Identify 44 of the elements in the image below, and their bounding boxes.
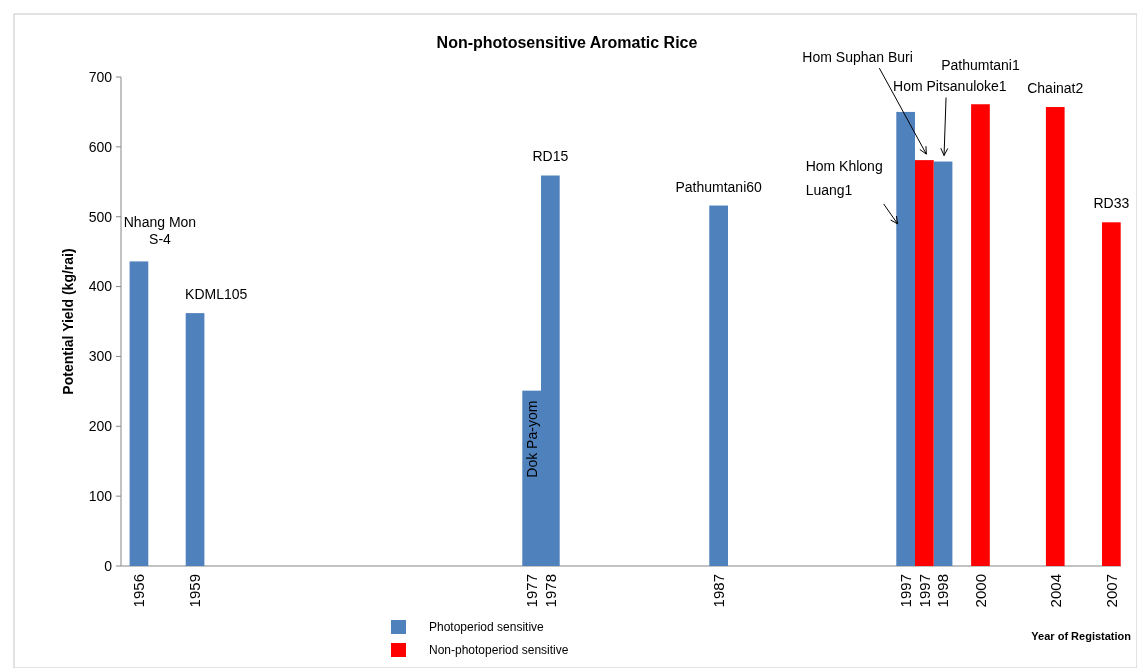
bar xyxy=(971,104,990,566)
y-tick-label: 400 xyxy=(88,278,113,295)
data-label: Hom Suphan Buri xyxy=(802,49,913,66)
x-tick-label: 2007 xyxy=(1102,574,1120,608)
data-label: RD33 xyxy=(1093,195,1130,212)
bar xyxy=(933,161,953,566)
y-tick-label: 200 xyxy=(88,418,113,435)
data-label: KDML105 xyxy=(185,286,248,303)
data-label: Chainat2 xyxy=(1027,80,1084,97)
y-tick-label: 300 xyxy=(88,348,113,365)
data-label: Nhang Mon S-4 xyxy=(123,214,197,248)
bar xyxy=(1102,222,1121,566)
y-tick-label: 500 xyxy=(88,208,113,225)
legend-label: Non-photoperiod sensitive xyxy=(429,643,569,658)
data-label: Pathumtani60 xyxy=(675,178,763,195)
data-label: RD15 xyxy=(532,148,569,165)
x-tick-label: 1998 xyxy=(934,574,952,608)
legend-label: Photoperiod sensitive xyxy=(429,620,545,635)
bar xyxy=(896,111,915,566)
x-axis-title: Year of Registation xyxy=(1031,630,1132,642)
x-tick-label: 1978 xyxy=(541,574,559,608)
y-axis-title: Potential Yield (kg/rai) xyxy=(60,248,76,395)
bar xyxy=(185,313,205,566)
x-tick-label: 1977 xyxy=(522,574,540,608)
x-tick-label: 1997 xyxy=(915,574,933,608)
bar xyxy=(129,261,149,566)
x-tick-label: 1987 xyxy=(709,574,727,608)
chart-title: Non-photosensitive Aromatic Rice xyxy=(436,34,698,51)
data-label: Hom Pitsanuloke1 xyxy=(893,77,1007,94)
data-label: Hom Khlong Luang1 xyxy=(805,157,883,198)
x-tick-label: 2004 xyxy=(1046,574,1064,608)
bar xyxy=(915,160,934,566)
x-tick-label: 1959 xyxy=(186,574,204,608)
x-tick-label: 1956 xyxy=(130,574,148,608)
x-tick-label: 2000 xyxy=(971,574,989,608)
bar xyxy=(709,205,728,566)
data-label: Pathumtani1 xyxy=(941,57,1020,74)
x-tick-label: 1997 xyxy=(896,574,914,608)
y-tick-label: 100 xyxy=(88,488,113,505)
y-tick-label: 0 xyxy=(104,557,113,574)
y-tick-label: 600 xyxy=(88,138,113,155)
bar xyxy=(1045,107,1065,566)
data-label: Dok Pa-yom xyxy=(523,400,540,478)
y-tick-label: 700 xyxy=(88,68,113,85)
